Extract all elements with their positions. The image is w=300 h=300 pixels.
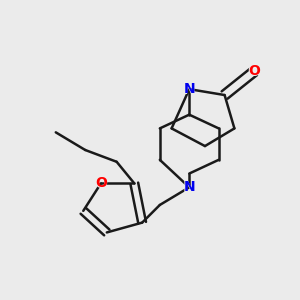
Text: O: O xyxy=(94,176,107,191)
Text: O: O xyxy=(248,64,260,79)
Text: O: O xyxy=(248,64,260,79)
Text: N: N xyxy=(183,180,195,194)
Text: N: N xyxy=(183,82,195,96)
Text: O: O xyxy=(95,176,107,190)
Text: N: N xyxy=(183,180,196,195)
Text: N: N xyxy=(183,82,196,97)
